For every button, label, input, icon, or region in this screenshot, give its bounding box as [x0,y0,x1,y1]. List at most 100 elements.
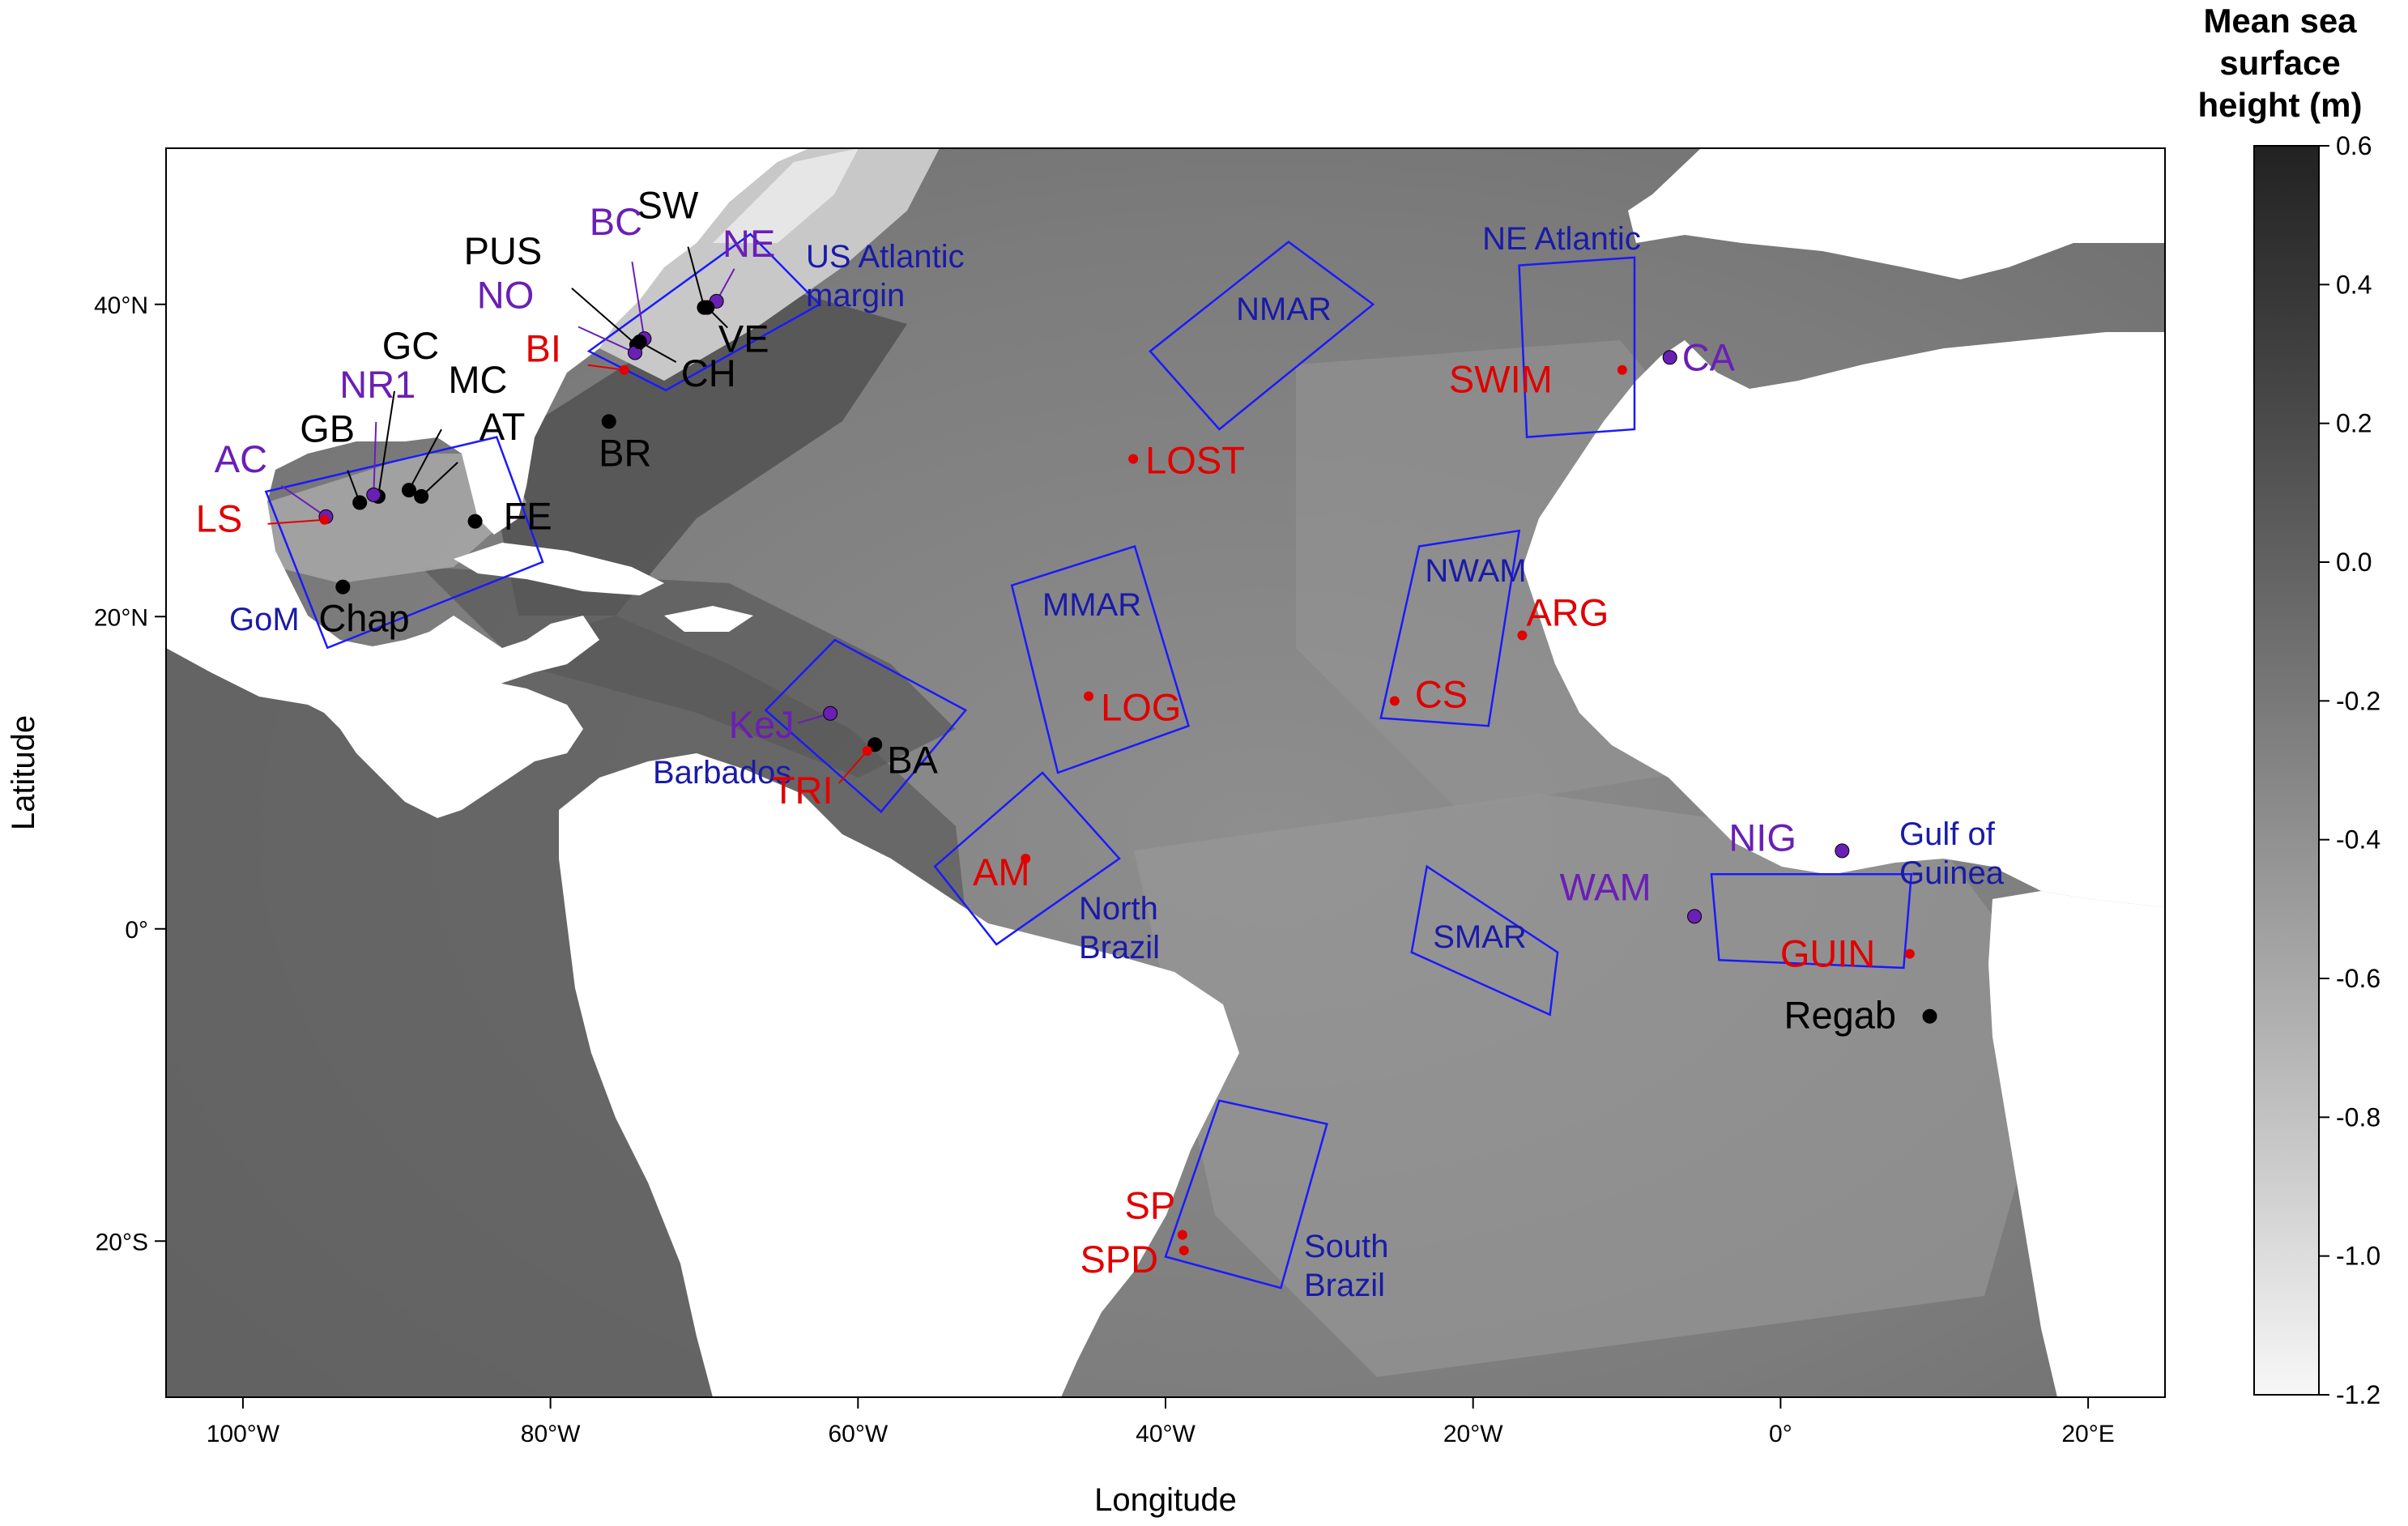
site-marker-ch [632,335,647,350]
region-box-mmar [1010,544,1191,774]
site-label-at: AT [479,405,526,448]
site-label-ca: CA [1682,335,1736,378]
region-box-nbr [933,771,1121,946]
region-box-nwam [1379,529,1521,727]
site-label-wam: WAM [1560,865,1652,908]
region-label-nmar: NMAR [1236,292,1332,327]
site-marker-ca [1662,350,1677,365]
site-leader-mc [408,428,442,491]
hispaniola-land [664,606,753,632]
colorbar-tick-label: -0.2 [2336,686,2380,715]
north-africa-land [1523,332,2165,907]
x-axis-title: Longitude [1094,1482,1237,1518]
region-label-neatl: NE Atlantic [1482,221,1641,257]
site-leader-at [420,462,458,497]
site-label-nr1: NR1 [339,363,416,406]
region-label-usam: US Atlantic [806,239,965,275]
region-label-usam: margin [806,278,905,313]
colorbar-ticks: 0.6 0.4 0.2 0.0 -0.2 -0.4 -0.6 -0.8 -1.0 -1.2 [2319,131,2380,1409]
site-marker-spd [1178,1245,1189,1255]
site-marker-nr1 [366,487,381,502]
colorbar-gradient [2253,145,2320,1396]
site-marker-at [414,488,429,504]
site-marker-log [1084,691,1094,701]
y-axis-title: Latitude [6,715,41,830]
site-label-swim: SWIM [1449,358,1553,401]
region-label-gom: GoM [229,602,300,637]
site-label-fe: FE [504,495,552,538]
site-label-br: BR [599,431,651,474]
site-leader-pus [571,288,637,346]
region-box-sbr [1164,1099,1328,1289]
region-label-smar: SMAR [1433,919,1527,955]
site-leader-ac [280,485,327,518]
site-label-bi: BI [526,327,561,370]
y-tick-label: 40°N [94,292,148,319]
colorbar-tick-label: 0.6 [2336,131,2372,160]
plot-area [166,148,2165,1397]
region-label-barb: Barbados [653,755,791,791]
site-label-spd: SPD [1080,1238,1158,1281]
site-marker-bi [619,364,629,375]
site-marker-wam [1687,909,1703,924]
colorbar-tick-label: 0.0 [2336,548,2372,577]
site-label-ch: CH [681,352,736,394]
y-tick-label: 20°S [96,1229,148,1255]
site-marker-chap [335,579,351,595]
site-label-ls: LS [196,497,243,540]
site-marker-regab [1922,1008,1937,1024]
region-label-nbr: North [1079,891,1158,927]
site-marker-nig [1835,843,1850,859]
site-label-regab: Regab [1784,994,1897,1037]
site-leader-sw [687,246,705,308]
site-leader-tri [837,750,868,784]
site-label-ba: BA [887,738,938,781]
x-tick-label: 60°W [828,1421,888,1447]
region-label-mmar: MMAR [1042,587,1141,623]
y-tick-label: 0° [125,917,148,944]
colorbar: Mean sea surface height (m) 0.6 0.4 0.2 0.0… [2198,2,2381,1409]
region-box-neatl [1518,256,1636,438]
x-tick-label: 40°W [1136,1421,1195,1447]
gulf-of-mexico-light [267,454,526,583]
site-label-cs: CS [1415,672,1468,715]
colorbar-title-line-2: surface [2219,44,2340,82]
cuba-land [454,543,664,595]
colorbar-tick-label: -1.0 [2336,1242,2380,1271]
site-label-ve: VE [718,318,769,360]
central-america-land [308,640,583,818]
site-marker-br [601,414,616,429]
site-leader-nr1 [373,421,377,495]
x-tick-label: 80°W [521,1421,581,1447]
site-label-kej: KeJ [729,703,795,746]
site-marker-swim [1617,364,1627,375]
site-marker-cs [1389,696,1400,706]
site-leader-bc [631,261,646,339]
site-label-lost: LOST [1145,439,1245,482]
site-marker-ba [867,737,883,752]
site-label-tri: TRI [772,769,833,812]
colorbar-tick-label: -0.8 [2336,1102,2380,1132]
region-box-gom [264,436,544,650]
y-tick-label: 20°N [94,604,148,631]
site-label-gc: GC [382,324,440,367]
colorbar-tick-label: 0.4 [2336,270,2372,299]
site-label-sw: SW [637,184,699,227]
region-label-nbr: Brazil [1079,930,1160,965]
site-label-nig: NIG [1728,816,1796,859]
x-tick-label: 100°W [207,1421,280,1447]
site-leader-gc [377,390,395,497]
northern-slope-light [599,148,940,381]
site-label-guin: GUIN [1780,932,1876,975]
site-label-pus: PUS [464,229,543,272]
x-tick-label: 0° [1769,1421,1792,1447]
region-label-gog: Guinea [1899,855,2005,891]
x-tick-label: 20°E [2061,1421,2114,1447]
iberia-land [1628,148,2165,279]
region-label-gog: Gulf of [1899,816,1996,852]
site-label-chap: Chap [318,597,409,640]
site-label-gb: GB [300,407,355,450]
